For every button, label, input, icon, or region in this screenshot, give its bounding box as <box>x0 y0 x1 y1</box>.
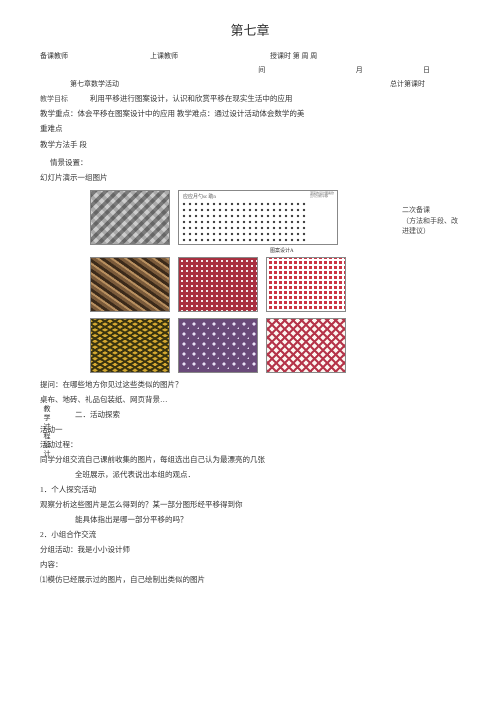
section-2: 二．活动探索 <box>75 409 460 421</box>
pattern-caption: 图案设计A <box>270 247 460 254</box>
activity-1: 活动一 <box>40 424 460 436</box>
sidebar-note: 二次备课 （方法和手段、改进建议） <box>402 205 462 237</box>
process-vertical-label: 教学过程设计 <box>42 405 52 459</box>
sidebar-title: 二次备课 <box>402 205 462 216</box>
image-row-2 <box>90 257 460 312</box>
key-text: 教学重点：体会平移在图案设计中的应用 教学难点：通过设计活动体会数学的美 <box>40 108 460 120</box>
goal-label: 教学目标 <box>40 95 68 103</box>
item-1: 1．个人探究活动 <box>40 484 460 496</box>
activity-desc-1: 同学分组交流自己课前收集的图片，每组选出自己认为最漂亮的几张 <box>40 454 460 466</box>
day: 日 <box>393 65 430 75</box>
pattern-purple <box>178 318 258 373</box>
slide-text: 幻灯片演示一组图片 <box>40 172 460 184</box>
answer-1: 桌布、地砖、礼品包装纸、网页背景… <box>40 394 460 406</box>
pattern-yellow <box>90 318 170 373</box>
image-row-3 <box>90 318 460 373</box>
prep-teacher-label: 备课教师 <box>40 51 120 61</box>
header-row-2: 间 月 日 <box>40 65 460 75</box>
chapter-sub: 第七章数学活动 <box>70 79 240 89</box>
total-time: 总计第课时 <box>390 79 425 89</box>
question-1: 提问：在哪些地方你见过这些类似的图片？ <box>40 379 460 391</box>
pattern-brown <box>90 257 170 312</box>
goal-text: 利用平移进行图案设计，认识和欣赏平移在现实生活中的应用 <box>90 94 293 103</box>
item-2c: ⑴模仿已经展示过的图片，自己绘制出类似的图片 <box>40 574 460 586</box>
tessellation-image <box>90 190 170 245</box>
pattern-crimson <box>178 257 258 312</box>
header-row-1: 备课教师 上课教师 授课时 第 周 周 <box>40 51 460 61</box>
item-1-text: 观察分析这些图片是怎么得到的？某一部分图形经平移得到你 <box>40 499 460 511</box>
method-label: 教学方法手 段 <box>40 139 460 151</box>
goal-row: 教学目标 利用平移进行图案设计，认识和欣赏平移在现实生活中的应用 <box>40 93 460 105</box>
activity-process: 活动过程： <box>40 439 460 451</box>
scene-label: 情景设置： <box>50 157 460 169</box>
sidebar-sub: （方法和手段、改进建议） <box>402 216 462 237</box>
item-2b: 内容： <box>40 559 460 571</box>
time-label: 授课时 第 周 周 <box>270 51 360 61</box>
header-row-3: 第七章数学活动 总计第课时 <box>40 79 460 89</box>
class-teacher-label: 上课教师 <box>150 51 240 61</box>
item-1-q: 能具体指出是哪一部分平移的吗？ <box>75 514 460 526</box>
key-label: 重难点 <box>40 123 460 135</box>
time-sub: 间 <box>258 65 286 75</box>
item-2: 2．小组合作交流 <box>40 529 460 541</box>
activity-desc-2: 全班展示，派代表说出本组的观点． <box>75 469 460 481</box>
item-2a: 分组活动：我是小小设计师 <box>40 544 460 556</box>
month: 月 <box>316 65 363 75</box>
chapter-title: 第七章 <box>40 20 460 39</box>
pattern-redcheck <box>266 257 346 312</box>
morse-image: 漂亮的设计图案欣赏与分析平移 <box>178 190 338 245</box>
pattern-redwhite <box>266 318 346 373</box>
